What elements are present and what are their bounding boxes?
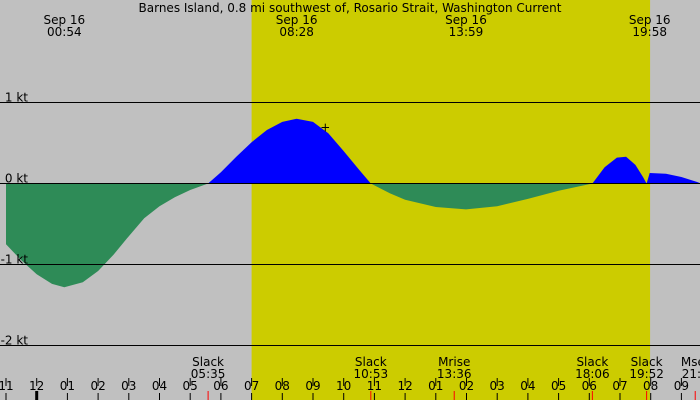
event-label-name: Slack xyxy=(192,355,224,369)
event-label-name: Slack xyxy=(576,355,608,369)
top-label-date: Sep 16 xyxy=(43,13,85,27)
x-axis: 11 12 01 02 03 04 05 06 07 08 09 10 11 12 01 02 03 04 05 06… xyxy=(0,378,689,400)
x-tick-label: 02 xyxy=(90,379,105,393)
x-tick-label: 03 xyxy=(490,379,505,393)
x-tick-label: 02 xyxy=(459,379,474,393)
flood-area xyxy=(592,156,647,184)
y-tick-label: 0 kt xyxy=(5,172,28,186)
ebb-area xyxy=(370,183,593,210)
top-label-date: Sep 16 xyxy=(276,13,318,27)
top-label-time: 19:58 xyxy=(632,25,667,39)
x-tick-label: 01 xyxy=(428,379,443,393)
current-areas xyxy=(6,118,700,288)
top-label-time: 00:54 xyxy=(47,25,82,39)
x-tick-label: 08 xyxy=(643,379,658,393)
x-tick-label: 04 xyxy=(520,379,535,393)
top-label-time: 13:59 xyxy=(449,25,484,39)
x-tick-label: 12 xyxy=(29,379,44,393)
ebb-area xyxy=(6,183,209,288)
top-label-time: 08:28 xyxy=(279,25,314,39)
x-tick-label: 03 xyxy=(121,379,136,393)
x-tick-label: 11 xyxy=(367,379,382,393)
flood-area xyxy=(208,118,371,184)
x-tick-label: 09 xyxy=(674,379,689,393)
event-label-name: Slack xyxy=(631,355,663,369)
y-tick-labels: 1 kt 0 kt -1 kt -2 kt xyxy=(1,91,29,348)
grid-lines xyxy=(0,102,700,346)
top-label-date: Sep 16 xyxy=(629,13,671,27)
event-label-name: Slack xyxy=(355,355,387,369)
x-tick-label: 10 xyxy=(336,379,351,393)
event-label-time: 21:2 xyxy=(682,367,700,381)
event-label-time: 05:35 xyxy=(191,367,226,381)
event-label-time: 10:53 xyxy=(354,367,389,381)
y-tick-label: -2 kt xyxy=(1,334,29,348)
event-labels: Slack05:35Slack10:53Mrise13:36Slack18:06… xyxy=(191,355,700,400)
x-tick-label: 12 xyxy=(397,379,412,393)
event-label-name: Mrise xyxy=(438,355,470,369)
annotations: + xyxy=(320,121,330,135)
x-tick-label: 01 xyxy=(60,379,75,393)
x-tick-label: 11 xyxy=(0,379,14,393)
y-tick-label: 1 kt xyxy=(5,91,28,105)
annotation-marker: + xyxy=(320,121,330,135)
x-tick-label: 08 xyxy=(275,379,290,393)
x-tick-label: 05 xyxy=(183,379,198,393)
y-tick-label: -1 kt xyxy=(1,253,29,267)
x-tick-label: 07 xyxy=(244,379,259,393)
event-label-name: Mset xyxy=(681,355,700,369)
flood-area xyxy=(646,173,700,184)
x-tick-label: 06 xyxy=(582,379,597,393)
x-tick-label: 05 xyxy=(551,379,566,393)
x-tick-label: 04 xyxy=(152,379,167,393)
top-label-date: Sep 16 xyxy=(445,13,487,27)
x-tick-label: 07 xyxy=(612,379,627,393)
event-label-time: 19:52 xyxy=(629,367,664,381)
x-tick-label: 06 xyxy=(213,379,228,393)
event-label-time: 13:36 xyxy=(437,367,472,381)
chart-title: Barnes Island, 0.8 mi southwest of, Rosa… xyxy=(139,1,562,15)
event-label-time: 18:06 xyxy=(575,367,610,381)
x-tick-label: 09 xyxy=(305,379,320,393)
